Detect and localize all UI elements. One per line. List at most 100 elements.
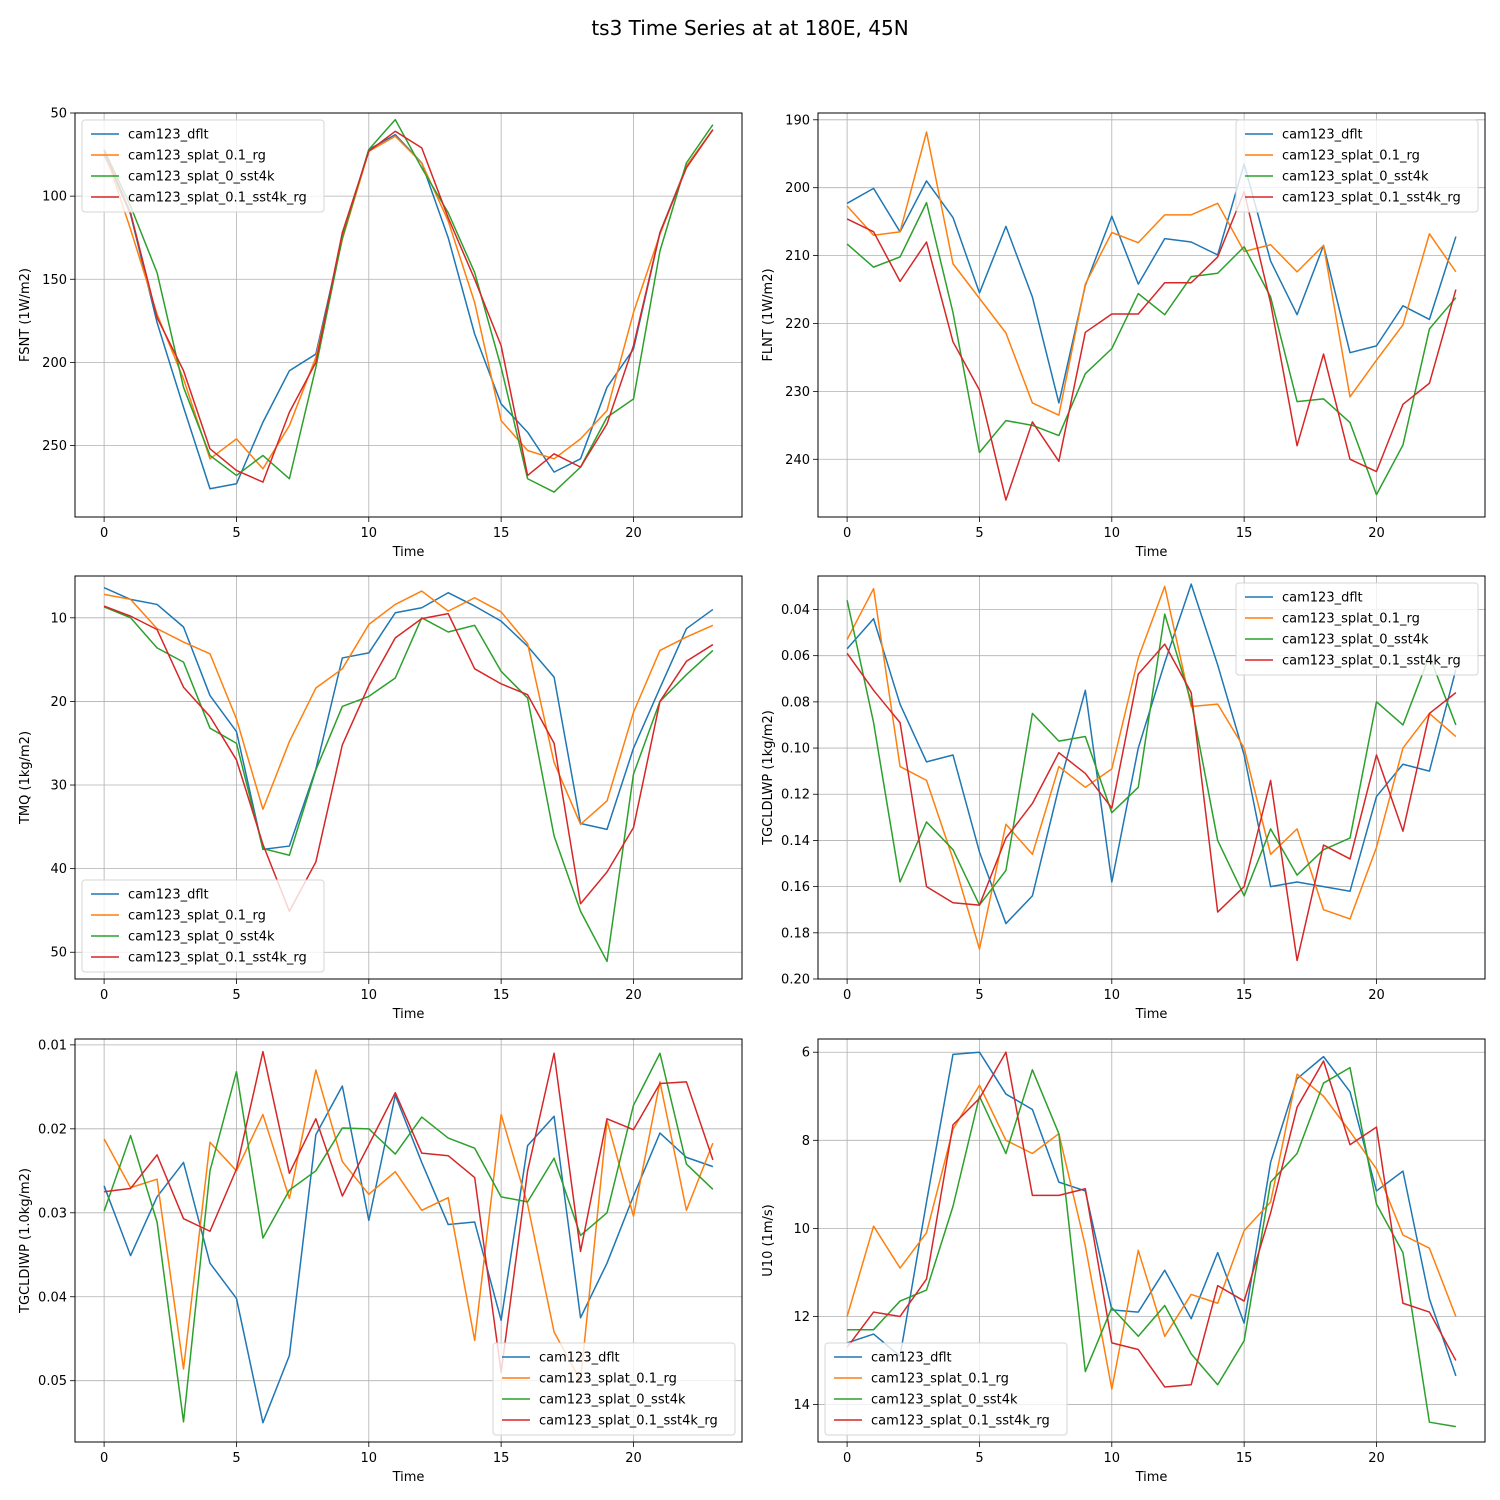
axes-frame: [74, 1038, 743, 1443]
legend-box: [81, 879, 325, 973]
series-line-3: [103, 129, 714, 483]
y-tick-label: 240: [785, 453, 810, 468]
x-tick-label: 10: [361, 1451, 378, 1466]
legend-label-2: cam123_splat_0_sst4k: [871, 1393, 1018, 1408]
y-axis-label: FSNT (1W/m2): [18, 268, 33, 362]
series-line-2: [846, 201, 1457, 496]
x-tick-label: 5: [975, 988, 983, 1003]
legend-label-1: cam123_splat_0.1_rg: [539, 1372, 677, 1387]
legend-label-1: cam123_splat_0.1_rg: [128, 909, 266, 924]
series-line-1: [103, 1069, 714, 1382]
y-tick-label: 0.18: [781, 926, 810, 941]
y-tick-label: 0.06: [781, 649, 810, 664]
x-tick-label: 10: [1104, 1451, 1121, 1466]
legend: cam123_dflt cam123_splat_0.1_rg cam123_spl…: [81, 879, 325, 973]
series-line-2: [846, 600, 1457, 906]
axes-frame: [817, 575, 1486, 980]
legend-label-3: cam123_splat_0.1_sst4k_rg: [539, 1414, 718, 1429]
x-axis-label: Time: [1135, 1470, 1168, 1485]
legend: cam123_dflt cam123_splat_0.1_rg cam123_spl…: [81, 119, 325, 213]
x-axis-label: Time: [1135, 545, 1168, 560]
legend-box: [492, 1342, 736, 1436]
axes-frame: [74, 575, 743, 980]
series-line-1: [103, 590, 714, 826]
x-tick-label: 10: [361, 526, 378, 541]
y-tick-label: 20: [50, 695, 67, 710]
y-tick-label: 100: [42, 190, 67, 205]
legend-label-1: cam123_splat_0.1_rg: [1282, 149, 1420, 164]
x-axis-label: Time: [1135, 1007, 1168, 1022]
y-axis-label: U10 (1m/s): [761, 1204, 776, 1276]
y-tick-label: 10: [50, 611, 67, 626]
panel-tmq: 0 5 10 15 20 10 20 30 40 50 Time TMQ (1kg/m2) cam123…: [18, 575, 743, 1022]
x-tick-label: 0: [843, 1451, 851, 1466]
x-tick-label: 5: [232, 526, 240, 541]
legend-label-1: cam123_splat_0.1_rg: [1282, 612, 1420, 627]
legend-label-2: cam123_splat_0_sst4k: [1282, 170, 1429, 185]
legend-label-0: cam123_dflt: [1282, 128, 1363, 143]
y-tick-label: 50: [50, 107, 67, 122]
x-tick-label: 5: [232, 988, 240, 1003]
panel-tgcldiwp: 0 5 10 15 20 0.01 0.02 0.03 0.04 0.05 Time TGCLDIWP…: [18, 1038, 743, 1485]
legend-label-2: cam123_splat_0_sst4k: [128, 930, 275, 945]
series-line-0: [846, 163, 1457, 404]
legend-label-1: cam123_splat_0.1_rg: [871, 1372, 1009, 1387]
y-axis-label: TGCLDIWP (1.0kg/m2): [18, 1168, 33, 1314]
legend-label-0: cam123_dflt: [871, 1351, 952, 1366]
x-tick-label: 20: [625, 1451, 642, 1466]
x-tick-label: 0: [100, 988, 108, 1003]
y-tick-label: 12: [793, 1310, 810, 1325]
x-tick-label: 15: [1236, 1451, 1253, 1466]
series-line-2: [847, 1066, 1457, 1428]
legend-label-0: cam123_dflt: [539, 1351, 620, 1366]
x-axis-label: Time: [392, 1470, 425, 1485]
legend-label-0: cam123_dflt: [128, 888, 209, 903]
series-line-3: [846, 191, 1457, 501]
y-tick-label: 8: [802, 1134, 810, 1149]
panel-u10: 0 5 10 15 20 6 8 10 12 14 Time U10 (1m/s) cam123_dfl…: [761, 1038, 1486, 1485]
y-axis-label: FLNT (1W/m2): [761, 268, 776, 361]
x-tick-label: 0: [843, 988, 851, 1003]
x-axis-label: Time: [392, 545, 425, 560]
y-tick-label: 0.20: [781, 973, 810, 988]
series-line-2: [103, 606, 714, 963]
x-tick-label: 15: [493, 988, 510, 1003]
legend-label-3: cam123_splat_0.1_sst4k_rg: [128, 191, 307, 206]
x-tick-label: 0: [843, 526, 851, 541]
y-tick-label: 0.04: [38, 1290, 67, 1305]
y-tick-label: 220: [785, 317, 810, 332]
y-tick-label: 0.01: [38, 1038, 67, 1053]
y-tick-label: 0.04: [781, 603, 810, 618]
legend-label-2: cam123_splat_0_sst4k: [1282, 633, 1429, 648]
axes-frame: [817, 1038, 1486, 1443]
legend-label-3: cam123_splat_0.1_sst4k_rg: [1282, 191, 1461, 206]
series-line-2: [103, 1052, 714, 1423]
y-axis-label: TMQ (1kg/m2): [18, 731, 33, 825]
x-tick-label: 10: [1104, 526, 1121, 541]
x-tick-label: 5: [232, 1451, 240, 1466]
legend: cam123_dflt cam123_splat_0.1_rg cam123_spl…: [1235, 582, 1479, 676]
y-tick-label: 0.10: [781, 742, 810, 757]
y-tick-label: 0.14: [781, 834, 810, 849]
legend-label-0: cam123_dflt: [1282, 591, 1363, 606]
y-tick-label: 210: [785, 249, 810, 264]
legend-label-3: cam123_splat_0.1_sst4k_rg: [1282, 654, 1461, 669]
x-axis-label: Time: [392, 1007, 425, 1022]
legend-label-2: cam123_splat_0_sst4k: [539, 1393, 686, 1408]
x-tick-label: 15: [1236, 988, 1253, 1003]
y-tick-label: 150: [42, 273, 67, 288]
y-tick-label: 10: [793, 1222, 810, 1237]
x-tick-label: 20: [625, 526, 642, 541]
figure-title: ts3 Time Series at at 180E, 45N: [591, 16, 909, 40]
legend-label-3: cam123_splat_0.1_sst4k_rg: [128, 951, 307, 966]
panel-fsnt: 0 5 10 15 20 50 100 150 200 250 Time FSNT (1W/m2) ca…: [18, 107, 743, 560]
legend-box: [1235, 582, 1479, 676]
series-line-2: [103, 118, 714, 493]
series-line-0: [103, 587, 714, 851]
legend-box: [1235, 119, 1479, 213]
legend-label-0: cam123_dflt: [128, 128, 209, 143]
y-axis-label: TGCLDLWP (1kg/m2): [761, 710, 776, 846]
y-tick-label: 200: [785, 181, 810, 196]
x-tick-label: 20: [1368, 988, 1385, 1003]
